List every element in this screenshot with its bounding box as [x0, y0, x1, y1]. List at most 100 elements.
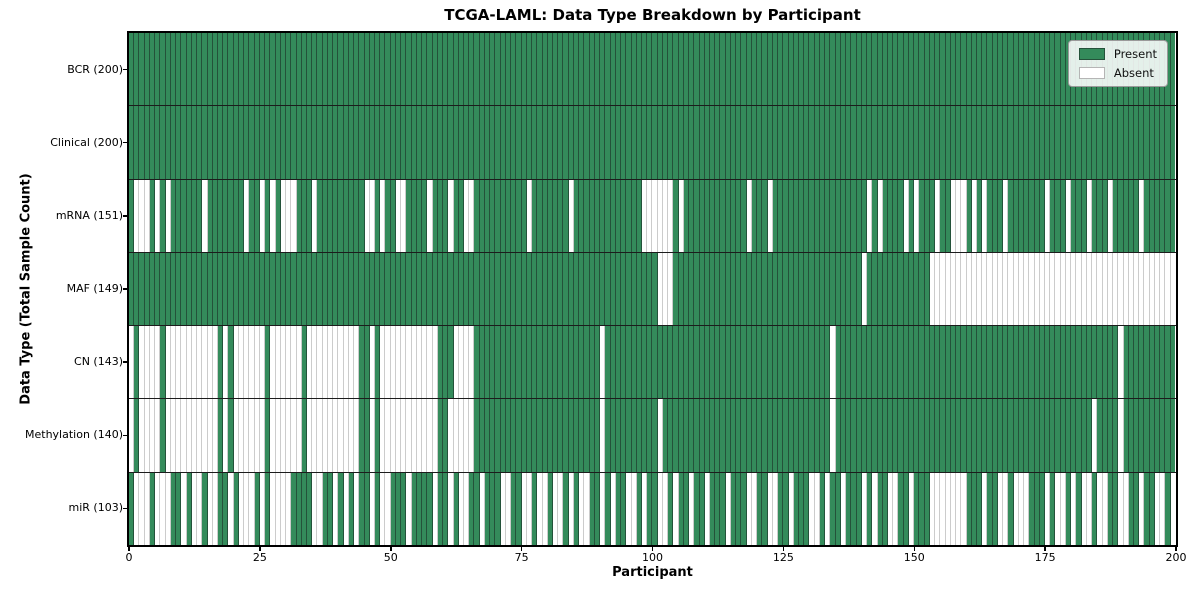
- cell-MAF-122: [762, 252, 768, 326]
- cell-BCR-67: [474, 33, 480, 106]
- cell-Clinical-93: [610, 106, 616, 179]
- cell-Clinical-132: [814, 106, 820, 179]
- legend-item-absent: Absent: [1078, 66, 1157, 80]
- cell-Clinical-53: [401, 106, 407, 179]
- cell-mRNA-107: [683, 179, 690, 252]
- cell-Clinical-21: [233, 106, 239, 179]
- cell-MAF-52: [395, 252, 402, 326]
- cell-BCR-122: [762, 33, 768, 106]
- cell-Methylation-57: [422, 399, 428, 472]
- cell-CN-24: [249, 326, 255, 399]
- cell-Methylation-192: [1128, 399, 1134, 472]
- cell-mRNA-12: [186, 179, 192, 252]
- cell-mRNA-28: [270, 179, 276, 252]
- cell-MAF-65: [464, 252, 470, 326]
- cell-Clinical-150: [908, 106, 915, 179]
- cell-Clinical-64: [458, 106, 464, 179]
- cell-CN-4: [144, 326, 150, 399]
- cell-Methylation-109: [694, 399, 700, 472]
- cell-mRNA-127: [788, 179, 794, 252]
- cell-MAF-29: [275, 252, 281, 326]
- cell-MAF-182: [1076, 252, 1082, 326]
- cell-mRNA-138: [846, 179, 852, 252]
- cell-miR-110: [699, 472, 705, 545]
- cell-CN-196: [1149, 326, 1155, 399]
- cell-CN-190: [1118, 326, 1124, 399]
- cell-BCR-30: [280, 33, 287, 106]
- y-tick-label-MAF: MAF (149): [66, 282, 123, 295]
- cell-miR-62: [448, 472, 454, 545]
- cell-Methylation-3: [139, 399, 145, 472]
- cell-BCR-1: [129, 33, 135, 106]
- cell-MAF-145: [882, 252, 888, 326]
- cell-CN-159: [956, 326, 962, 399]
- cell-BCR-7: [160, 33, 166, 106]
- cell-Clinical-136: [835, 106, 841, 179]
- cell-miR-44: [354, 472, 360, 545]
- cell-BCR-136: [835, 33, 841, 106]
- cell-Methylation-62: [448, 399, 454, 472]
- cell-Methylation-55: [411, 399, 417, 472]
- cell-mRNA-87: [579, 179, 585, 252]
- cell-BCR-113: [715, 33, 721, 106]
- cell-mRNA-89: [589, 179, 595, 252]
- cell-CN-141: [861, 326, 868, 399]
- cell-CN-46: [364, 326, 370, 399]
- cell-MAF-75: [516, 252, 522, 326]
- cell-BCR-133: [819, 33, 826, 106]
- cell-MAF-34: [301, 252, 307, 326]
- cell-mRNA-159: [956, 179, 962, 252]
- cell-CN-63: [453, 326, 459, 399]
- cell-Clinical-54: [406, 106, 412, 179]
- cell-Clinical-91: [600, 106, 606, 179]
- cell-BCR-128: [793, 33, 799, 106]
- cell-CN-131: [809, 326, 815, 399]
- cell-mRNA-7: [160, 179, 166, 252]
- cell-miR-85: [568, 472, 574, 545]
- cell-MAF-174: [1034, 252, 1040, 326]
- cell-Methylation-174: [1034, 399, 1040, 472]
- cell-miR-34: [301, 472, 307, 545]
- cell-MAF-3: [139, 252, 145, 326]
- cell-BCR-127: [788, 33, 794, 106]
- cell-miR-127: [788, 472, 794, 545]
- cell-Methylation-111: [704, 399, 711, 472]
- cell-mRNA-75: [516, 179, 522, 252]
- cell-MAF-13: [191, 252, 198, 326]
- cell-MAF-142: [867, 252, 873, 326]
- cell-miR-113: [715, 472, 721, 545]
- cell-CN-169: [1008, 326, 1014, 399]
- cell-MAF-73: [505, 252, 512, 326]
- cell-CN-77: [526, 326, 533, 399]
- cell-Clinical-127: [788, 106, 794, 179]
- cell-mRNA-197: [1154, 179, 1161, 252]
- cell-Methylation-160: [961, 399, 967, 472]
- cell-MAF-110: [699, 252, 705, 326]
- cell-CN-98: [636, 326, 642, 399]
- cell-Clinical-71: [495, 106, 501, 179]
- cell-miR-193: [1134, 472, 1140, 545]
- cell-mRNA-186: [1097, 179, 1103, 252]
- cell-miR-107: [683, 472, 690, 545]
- plot-area: Present Absent: [127, 31, 1178, 547]
- cell-CN-85: [568, 326, 574, 399]
- cell-Clinical-30: [280, 106, 287, 179]
- cell-MAF-108: [689, 252, 695, 326]
- cell-Clinical-184: [1086, 106, 1093, 179]
- cell-Methylation-51: [390, 399, 396, 472]
- cell-mRNA-132: [814, 179, 820, 252]
- cell-miR-160: [961, 472, 967, 545]
- cell-miR-141: [861, 472, 868, 545]
- cell-mRNA-101: [652, 179, 658, 252]
- cell-CN-156: [940, 326, 946, 399]
- cell-BCR-29: [275, 33, 281, 106]
- cell-MAF-196: [1149, 252, 1155, 326]
- cell-MAF-32: [291, 252, 297, 326]
- cell-CN-73: [505, 326, 512, 399]
- cell-BCR-57: [422, 33, 428, 106]
- cell-BCR-165: [987, 33, 993, 106]
- cell-mRNA-42: [343, 179, 349, 252]
- cell-mRNA-3: [139, 179, 145, 252]
- cell-MAF-118: [741, 252, 747, 326]
- cell-CN-186: [1097, 326, 1103, 399]
